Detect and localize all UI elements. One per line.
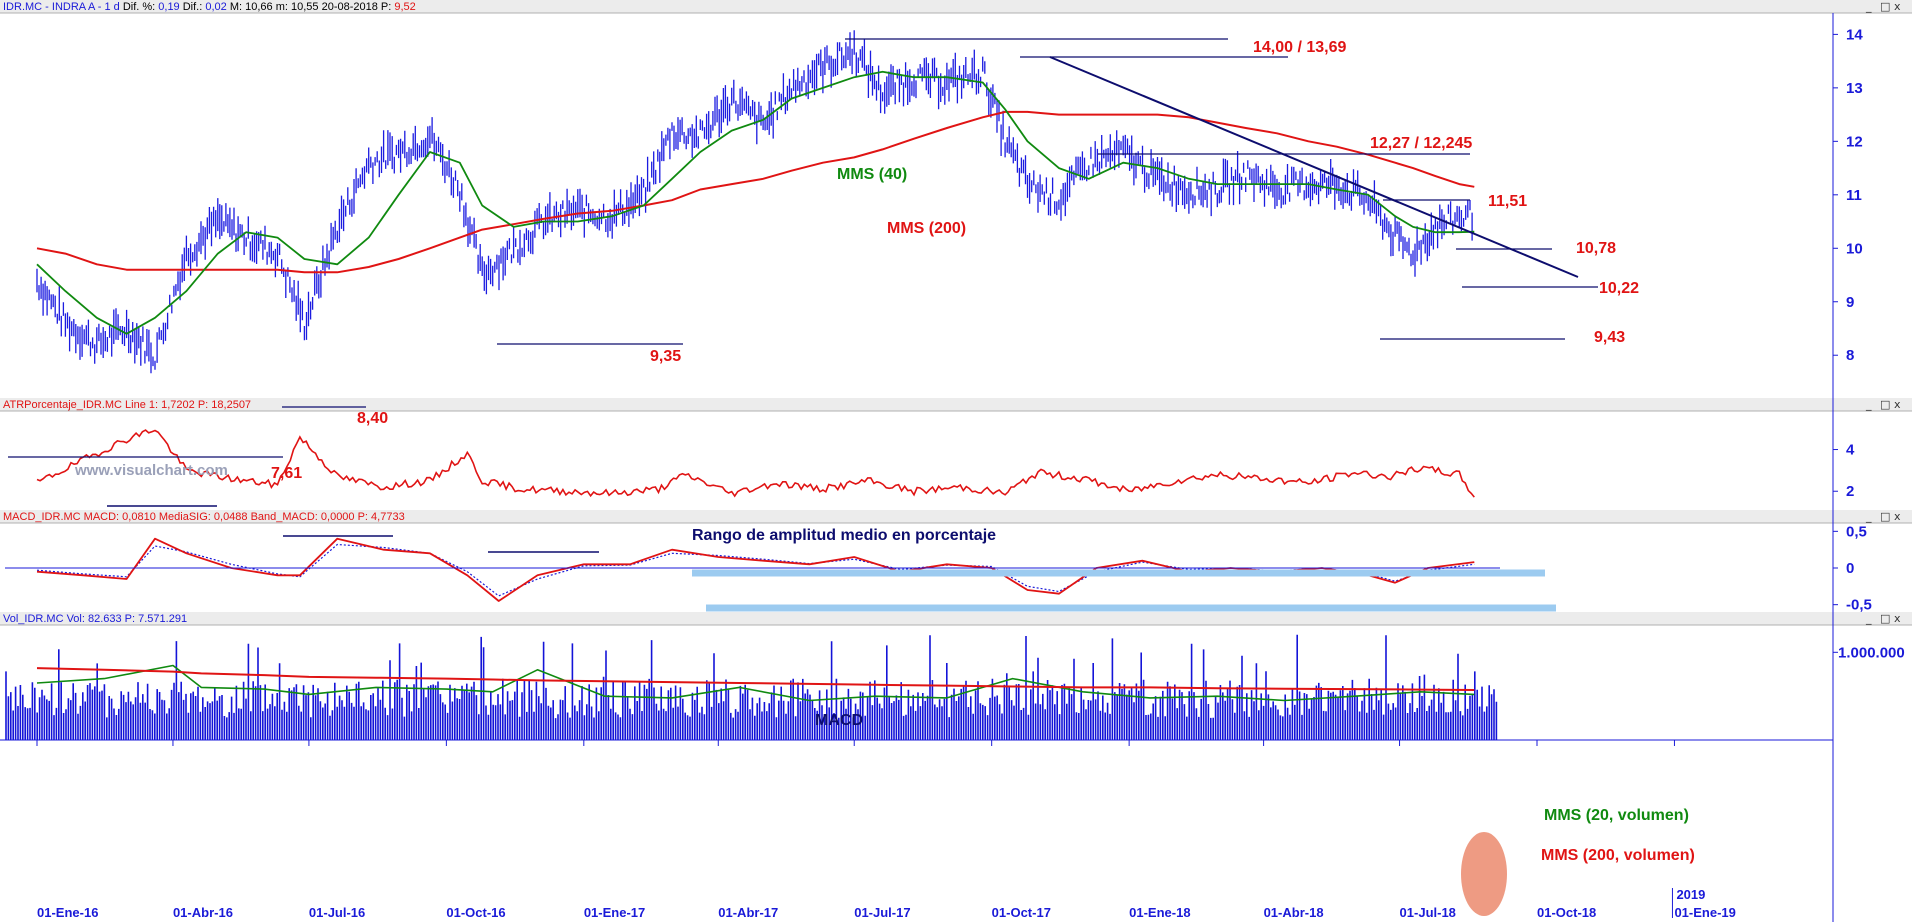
price-axis-label: 10 (1846, 240, 1863, 257)
volume-ma200-line (36, 667, 1475, 691)
window-control-maximize: □ (1880, 398, 1890, 411)
volume-bars (5, 634, 1498, 740)
macd-line (36, 537, 1475, 602)
atr-line (36, 429, 1475, 498)
price-panel-header: IDR.MC - INDRA A - 1 d Dif. %: 0,19 Dif.… (3, 1, 416, 13)
level-label: 10,22 (1599, 280, 1639, 297)
date-axis-label: 01-Oct-17 (992, 905, 1051, 920)
level-label: 9,43 (1594, 329, 1625, 346)
watermark: www.visualchart.com (74, 462, 228, 479)
macd-label: MACD (815, 712, 863, 729)
date-axis-label: 01-Jul-18 (1400, 905, 1456, 920)
window-control-minimize: _ (1865, 0, 1872, 13)
ma200-line (36, 110, 1475, 274)
axis-layer: 14 13 12 11 10 9 8 4 2 0,5 0 -0,5 1.000.000 01-Ene-16… (36, 26, 1905, 920)
level-label: 10,78 (1576, 240, 1616, 257)
series-layer (5, 30, 1498, 740)
panel-header-bar (0, 612, 1912, 625)
atr-panel-header: ATRPorcentaje_IDR.MC Line 1: 1,7202 P: 1… (3, 399, 251, 411)
ma200-label: MMS (200) (887, 220, 966, 237)
date-axis-label: 01-Abr-17 (718, 905, 778, 920)
date-axis-label: 01-Ene-19 (1674, 905, 1735, 920)
price-axis-label: 12 (1846, 133, 1863, 150)
volume-panel-header: Vol_IDR.MC Vol: 82.633 P: 7.571.291 (3, 613, 187, 625)
window-control-minimize: _ (1865, 612, 1872, 625)
date-axis-label: 01-Oct-16 (446, 905, 505, 920)
level-label: 11,51 (1488, 193, 1527, 210)
downtrend-line (1049, 56, 1579, 278)
atr-title: Rango de amplitud medio en porcentaje (692, 527, 996, 544)
window-control-close: x (1894, 510, 1901, 523)
level-label: 14,00 / 13,69 (1253, 39, 1347, 56)
macd-axis-label: 0,5 (1846, 523, 1867, 540)
panel-headers: _ □ x _ □ x _ □ x _ □ x IDR.MC - INDRA A - 1 d Dif. … (3, 0, 1901, 625)
date-axis-label: 01-Oct-18 (1537, 905, 1596, 920)
annotation-layer: 14,00 / 13,69 12,27 / 12,245 11,51 10,78 10,… (5, 38, 1695, 916)
panel-header-bar (0, 0, 1912, 13)
window-control-close: x (1894, 0, 1901, 13)
macd-axis-label: -0,5 (1846, 597, 1872, 614)
window-control-maximize: □ (1880, 0, 1890, 13)
price-axis-label: 13 (1846, 80, 1863, 97)
atr-axis-label: 4 (1846, 442, 1855, 459)
volume-axis-label: 1.000.000 (1838, 644, 1905, 661)
year-marker-label: 2019 (1676, 887, 1705, 902)
volume-ma20-label: MMS (20, volumen) (1544, 807, 1689, 824)
panel-header-bar (0, 510, 1912, 523)
price-axis-label: 8 (1846, 347, 1854, 364)
date-axis-label: 01-Jul-16 (309, 905, 365, 920)
date-axis-label: 01-Ene-16 (37, 905, 98, 920)
window-control-minimize: _ (1865, 398, 1872, 411)
price-bars (36, 30, 1473, 374)
volume-highlight (1461, 832, 1507, 916)
macd-axis-label: 0 (1846, 560, 1854, 577)
window-control-close: x (1894, 612, 1901, 625)
window-control-maximize: □ (1880, 612, 1890, 625)
volume-ma20-line (36, 664, 1475, 702)
panel-header-bar (0, 398, 1912, 411)
date-axis-label: 01-Ene-17 (584, 905, 645, 920)
level-label: 9,35 (650, 348, 681, 365)
macd-panel-header: MACD_IDR.MC MACD: 0,0810 MediaSIG: 0,048… (3, 511, 405, 523)
price-axis-label: 11 (1846, 187, 1862, 204)
level-label: 7,61 (271, 465, 302, 482)
date-axis-label: 01-Jul-17 (854, 905, 910, 920)
window-control-minimize: _ (1865, 510, 1872, 523)
price-axis-label: 9 (1846, 294, 1854, 311)
window-control-maximize: □ (1880, 510, 1890, 523)
price-axis-label: 14 (1846, 26, 1863, 43)
level-label: 12,27 / 12,245 (1370, 135, 1472, 152)
date-axis-label: 01-Abr-18 (1264, 905, 1324, 920)
level-label: 8,40 (357, 410, 388, 427)
window-control-close: x (1894, 398, 1901, 411)
ma40-label: MMS (40) (837, 166, 907, 183)
atr-axis-label: 2 (1846, 483, 1854, 500)
ma40-line (36, 70, 1475, 335)
date-axis-label: 01-Ene-18 (1129, 905, 1190, 920)
volume-ma200-label: MMS (200, volumen) (1541, 847, 1695, 864)
date-axis-label: 01-Abr-16 (173, 905, 233, 920)
